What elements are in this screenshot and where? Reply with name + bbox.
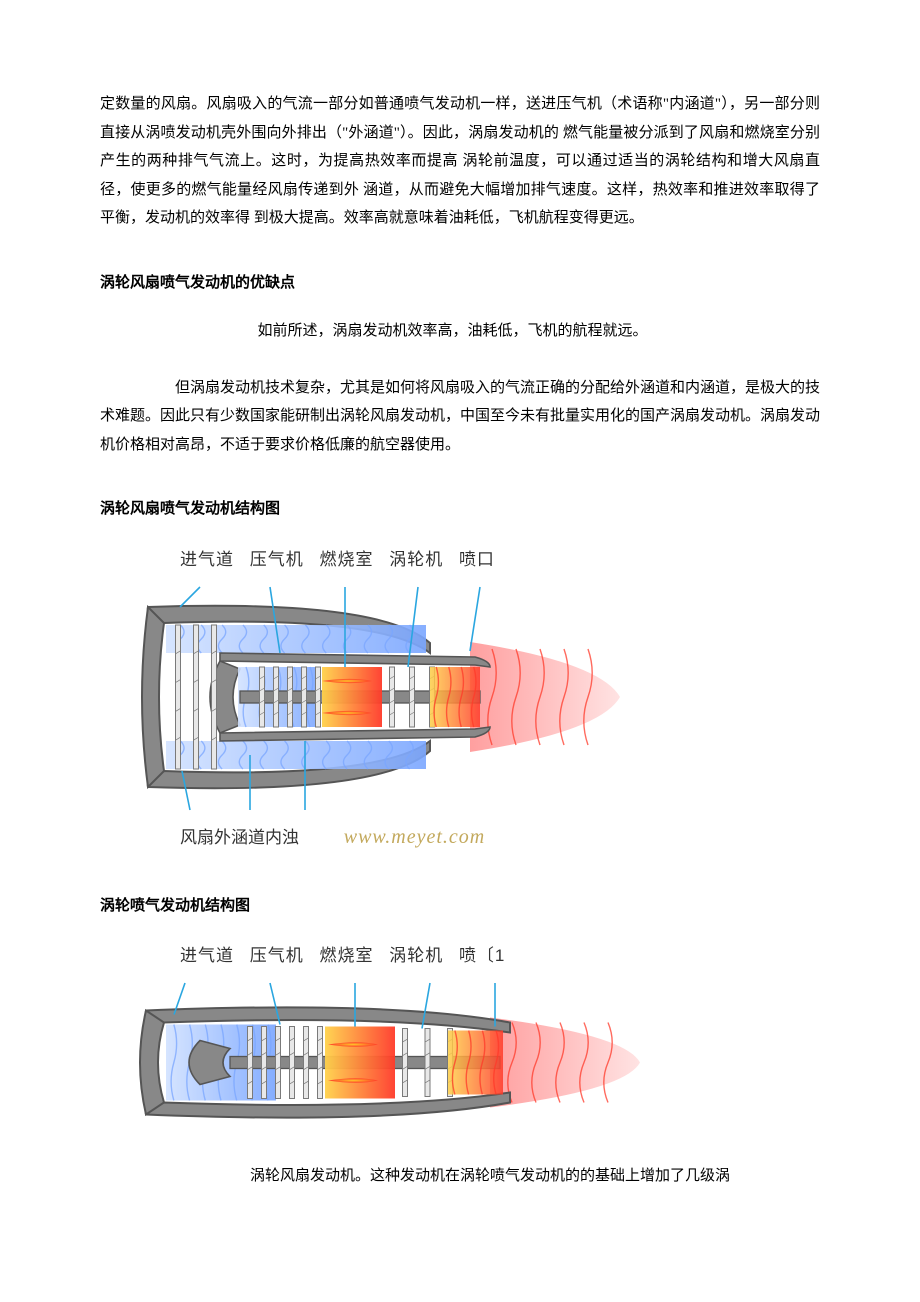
label-intake: 进气道: [180, 550, 234, 569]
label-fan-bypass: 风扇外涵道内浊: [180, 828, 299, 847]
turbofan-top-labels: 进气道 压气机 燃烧室 涡轮机 喷口: [180, 544, 820, 576]
heading-advantages: 涡轮风扇喷气发动机的优缺点: [100, 269, 820, 298]
label-combustor-2: 燃烧室: [319, 946, 373, 965]
label-combustor: 燃烧室: [319, 550, 373, 569]
label-intake-2: 进气道: [180, 946, 234, 965]
turbofan-svg: [130, 582, 620, 812]
label-nozzle-2: 喷〔1: [459, 946, 505, 965]
label-turbine: 涡轮机: [389, 550, 443, 569]
turbofan-diagram: 进气道 压气机 燃烧室 涡轮机 喷口 风扇外涵道内浊 www.meyet.com: [130, 544, 820, 856]
label-compressor-2: 压气机: [250, 946, 304, 965]
heading-turbojet-diagram: 涡轮喷气发动机结构图: [100, 892, 820, 921]
turbojet-diagram: 进气道 压气机 燃烧室 涡轮机 喷〔1: [130, 940, 820, 1133]
label-nozzle: 喷口: [459, 550, 495, 569]
heading-turbofan-diagram: 涡轮风扇喷气发动机结构图: [100, 495, 820, 524]
paragraph-turbofan-note: 涡轮风扇发动机。这种发动机在涡轮喷气发动机的的基础上增加了几级涡: [100, 1162, 820, 1191]
watermark: www.meyet.com: [344, 826, 486, 848]
turbojet-top-labels: 进气道 压气机 燃烧室 涡轮机 喷〔1: [180, 940, 820, 972]
paragraph-efficiency: 如前所述，涡扇发动机效率高，油耗低，飞机的航程就远。: [100, 317, 820, 346]
turbojet-svg: [130, 979, 640, 1134]
paragraph-intro: 定数量的风扇。风扇吸入的气流一部分如普通喷气发动机一样，送进压气机（术语称"内涵…: [100, 90, 820, 233]
label-compressor: 压气机: [250, 550, 304, 569]
label-turbine-2: 涡轮机: [389, 946, 443, 965]
turbofan-bottom-row: 风扇外涵道内浊 www.meyet.com: [180, 818, 820, 856]
paragraph-complexity: 但涡扇发动机技术复杂，尤其是如何将风扇吸入的气流正确的分配给外涵道和内涵道，是极…: [100, 374, 820, 460]
